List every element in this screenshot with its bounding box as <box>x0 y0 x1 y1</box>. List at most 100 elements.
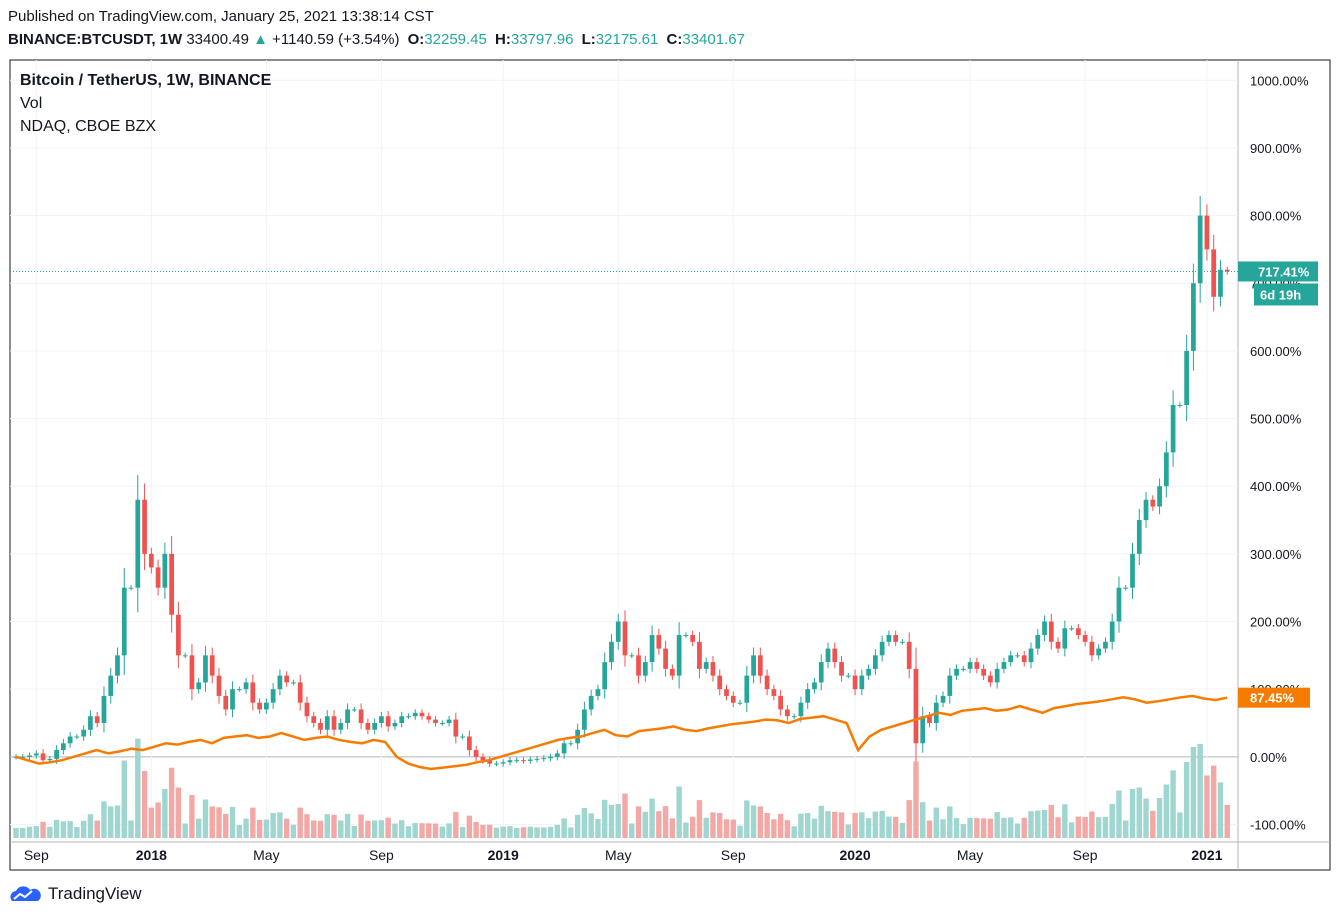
volume-bar <box>290 824 297 838</box>
candle-body <box>913 668 919 744</box>
volume-bar <box>974 818 980 838</box>
candle-body <box>852 675 858 690</box>
candle-body <box>20 756 26 758</box>
candle-body <box>1042 621 1047 636</box>
volume-bar <box>392 823 398 838</box>
candle-body <box>1218 269 1223 297</box>
volume-bar <box>223 813 229 838</box>
candle-body <box>1211 249 1217 297</box>
volume-bar <box>168 767 175 838</box>
volume-bar <box>426 823 432 838</box>
legend-compare-series[interactable]: NDAQ, CBOE BZX <box>20 118 157 135</box>
volume-bar <box>879 810 885 838</box>
volume-bar <box>358 814 364 838</box>
volume-bar <box>737 825 743 838</box>
candle-body <box>920 716 926 744</box>
legend-main-series[interactable]: Bitcoin / TetherUS, 1W, BINANCE <box>20 72 272 89</box>
candle-body <box>351 709 357 711</box>
candle-body <box>291 682 296 684</box>
volume-bar <box>202 799 209 838</box>
candle-body <box>683 635 689 637</box>
x-tick-label: 2018 <box>136 847 167 863</box>
volume-bar <box>825 811 831 838</box>
volume-bar <box>987 818 994 838</box>
legend-volume[interactable]: Vol <box>20 95 43 112</box>
compare-value-label: 87.45% <box>1250 691 1295 706</box>
volume-bar <box>1204 775 1210 838</box>
volume-bar <box>899 822 906 838</box>
volume-bar <box>527 826 533 838</box>
candle-body <box>304 702 310 717</box>
volume-bar <box>480 824 486 838</box>
volume-bar <box>696 800 703 838</box>
candle-body <box>33 753 39 756</box>
candle-body <box>1028 648 1034 663</box>
candle-body <box>392 722 398 727</box>
candle-body <box>236 689 242 691</box>
volume-bar <box>405 826 412 838</box>
volume-bar <box>20 828 26 838</box>
volume-bar <box>608 804 615 838</box>
candle-body <box>189 655 195 690</box>
candle-body <box>582 709 587 730</box>
volume-bar <box>453 812 459 838</box>
volume-bar <box>47 826 53 838</box>
candle-body <box>135 499 141 588</box>
symbol-label: BINANCE:BTCUSDT, 1W <box>8 31 183 48</box>
candle-body <box>609 641 614 663</box>
candle-body <box>893 635 899 642</box>
tradingview-logo[interactable]: TradingView <box>8 884 142 904</box>
volume-bar <box>1143 798 1149 838</box>
volume-bar <box>920 802 926 838</box>
candle-body <box>460 736 465 738</box>
volume-bar <box>493 827 500 838</box>
y-tick-label: 400.00% <box>1250 479 1302 494</box>
candle-body <box>757 655 763 676</box>
volume-bar <box>74 827 80 838</box>
volume-bar <box>80 820 87 838</box>
candle-body <box>872 655 878 669</box>
x-tick-label: May <box>605 847 631 863</box>
candle-body <box>1035 635 1041 649</box>
price-change: +1140.59 (+3.54%) <box>272 31 400 48</box>
volume-bar <box>1116 790 1122 838</box>
close-label: C: <box>666 31 683 48</box>
candle-body <box>710 662 716 676</box>
candle-body <box>277 675 283 690</box>
volume-bar <box>838 812 845 838</box>
volume-bar <box>371 820 378 838</box>
volume-bar <box>256 819 263 838</box>
volume-bar <box>1150 810 1156 838</box>
candle-body <box>324 716 330 730</box>
candle-body <box>812 682 817 690</box>
high-label: H: <box>495 31 511 48</box>
low-value: 32175.61 <box>595 31 659 48</box>
candle-body <box>879 641 885 656</box>
candle-body <box>656 635 662 649</box>
x-tick-label: Sep <box>721 847 746 863</box>
volume-bar <box>534 827 540 838</box>
candle-body <box>1170 405 1176 453</box>
candle-body <box>1001 662 1007 669</box>
volume-bar <box>351 825 358 838</box>
volume-bar <box>1014 823 1021 838</box>
open-label: O: <box>407 31 425 48</box>
chart-frame <box>9 59 1331 871</box>
candle-body <box>162 553 168 588</box>
candle-body <box>805 689 811 703</box>
last-price: 33400.49 <box>186 31 249 48</box>
candle-body <box>426 716 432 720</box>
volume-bar <box>40 821 46 838</box>
candle-body <box>372 722 378 730</box>
volume-bar <box>1210 765 1217 838</box>
volume-bar <box>419 823 425 838</box>
volume-bar <box>398 820 405 838</box>
candle-body <box>751 655 756 676</box>
candle-body <box>1062 628 1068 649</box>
volume-bar <box>439 826 446 838</box>
candle-body <box>1075 628 1081 636</box>
candle-body <box>703 662 709 669</box>
candle-body <box>345 709 350 723</box>
candle-body <box>737 702 743 704</box>
